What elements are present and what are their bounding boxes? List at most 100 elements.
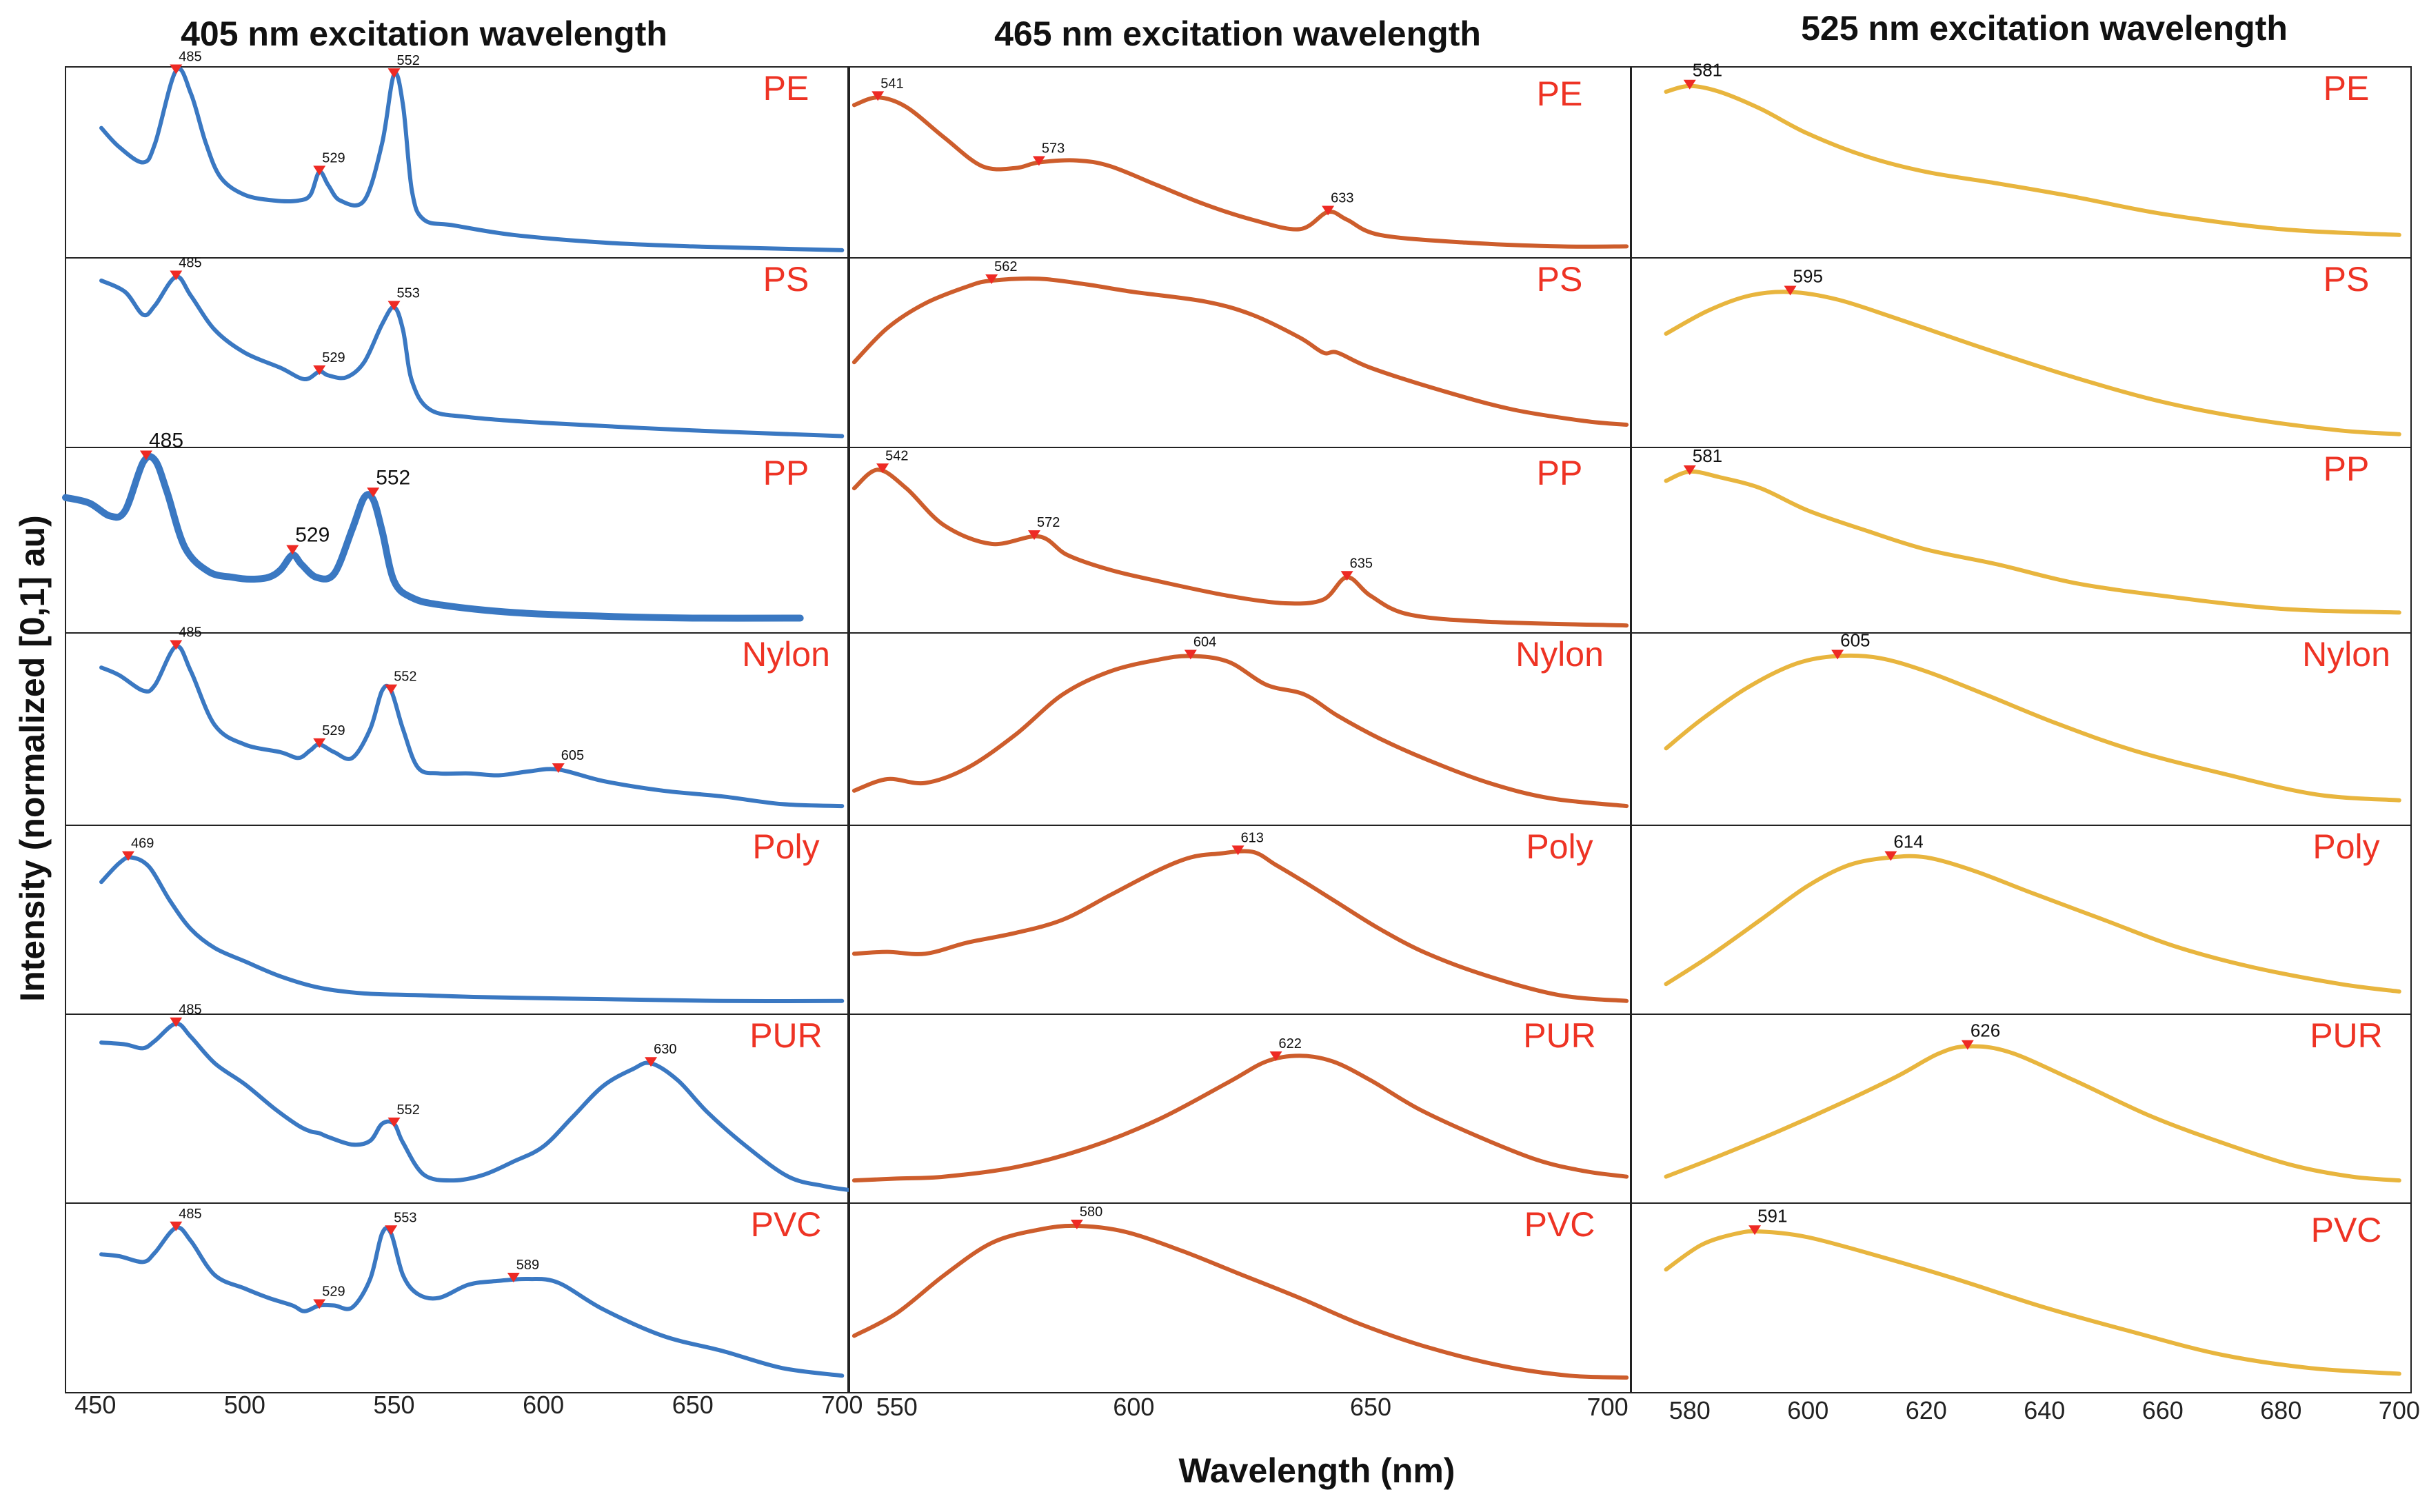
peak-marker [121,851,134,861]
panel-label-pvc: PVC [751,1205,822,1244]
x-tick-label: 600 [1787,1396,1828,1424]
peak-marker [170,1221,183,1231]
panel-pvc: 580 PVC [849,1202,1632,1393]
panel-label-nylon: Nylon [2302,635,2390,674]
peak-marker [1032,156,1045,166]
column-525-nm-excitation-wavelength: 581 PE 595 PS 581 PP 605 Nylon 614 Poly 626 PUR 591 P… [1630,60,2420,1424]
peak-label: 542 [885,448,908,463]
x-tick-label: 600 [1113,1393,1154,1421]
peak-label: 614 [1893,831,1923,852]
peak-label: 552 [376,466,410,489]
column-title-465: 465 nm excitation wavelength [994,14,1481,53]
peak-marker [1961,1040,1974,1050]
peak-label: 485 [179,256,201,271]
x-tick-label: 550 [876,1393,918,1421]
y-axis-label: Intensity (normalized [0,1] au) [13,515,52,1002]
peak-label: 553 [397,286,420,301]
x-tick-label: 700 [1587,1393,1629,1421]
panel-label-pp: PP [763,454,809,492]
spectrum-line-ps [1664,290,2401,436]
peak-marker [552,763,565,774]
spectrum-line-nylon [1664,653,2401,803]
peak-marker [507,1273,520,1282]
panel-label-pp: PP [2324,450,2370,488]
x-tick-label: 620 [1906,1396,1947,1424]
peak-marker [313,365,326,375]
peak-label: 553 [394,1210,416,1225]
spectrum-line-pp [1664,469,2401,615]
peak-label: 485 [149,429,183,452]
spectrum-line-pvc [99,1225,845,1378]
peak-marker [1884,851,1897,861]
peak-label: 633 [1331,191,1353,206]
peak-marker [1784,285,1797,296]
spectrum-line-pp [851,467,1629,628]
x-tick-label: 660 [2142,1396,2184,1424]
peak-label: 604 [1193,634,1216,649]
peak-label: 630 [654,1042,676,1057]
column-405-nm-excitation-wavelength: 485 529 552 PE 485 529 553 PS 485 529 552 PP 485 529 5… [62,50,863,1419]
peak-label: 605 [1840,629,1870,650]
panel-label-nylon: Nylon [742,635,830,674]
peak-label: 580 [1080,1204,1102,1220]
peak-marker [1340,571,1353,581]
peak-marker [876,463,889,474]
peak-label: 529 [295,524,330,547]
column-465-nm-excitation-wavelength: 541 573 633 PE 562 PS 542 572 635 PP 604 Nylon 613 Po… [849,66,1632,1421]
peak-label: 595 [1793,266,1823,287]
spectrum-line-poly [99,855,845,1004]
panel-pur: 485 552 630 PUR [65,1002,850,1204]
peak-marker [286,545,299,555]
panel-pp: 581 PP [1630,445,2412,634]
peak-label: 562 [994,259,1017,274]
peak-label: 581 [1693,60,1722,81]
spectrum-line-nylon [99,644,845,809]
peak-marker [1028,530,1041,541]
peak-marker [1184,649,1197,660]
peak-label: 552 [397,1102,420,1118]
peak-marker [985,274,998,284]
peak-label: 485 [179,1207,201,1222]
peak-marker [367,487,380,498]
peak-label: 552 [394,669,416,685]
peak-label: 572 [1037,515,1060,530]
peak-marker [170,64,183,74]
panel-label-poly: Poly [2312,827,2379,866]
peak-marker [1269,1051,1282,1062]
peak-label: 589 [516,1258,539,1273]
peak-label: 626 [1971,1020,2000,1041]
panel-label-ps: PS [763,260,809,299]
peak-marker [1748,1225,1762,1236]
peak-marker [313,165,326,176]
peak-marker [1070,1220,1083,1229]
peak-marker [1831,649,1844,660]
spectrum-line-poly [1664,854,2401,994]
peak-label: 529 [322,1284,345,1300]
peak-marker [1231,845,1244,856]
x-axis-label: Wavelength (nm) [1179,1451,1455,1490]
panel-label-pur: PUR [2310,1016,2383,1055]
x-tick-label: 640 [2024,1396,2065,1424]
x-tick-label: 500 [224,1391,265,1419]
peak-label: 529 [322,150,345,165]
peak-label: 635 [1350,556,1373,571]
x-tick-label: 700 [2379,1396,2420,1424]
spectrum-line-pe [99,66,845,252]
spectrum-line-pe [1664,83,2401,237]
peak-marker [170,270,183,281]
panel-label-pvc: PVC [1524,1205,1595,1244]
peak-marker [313,1299,326,1309]
spectrum-line-pvc [851,1223,1629,1380]
x-tick-label: 550 [373,1391,414,1419]
peak-label: 591 [1757,1205,1787,1226]
peak-marker [645,1057,658,1067]
x-tick-label: 650 [672,1391,714,1419]
panel-label-poly: Poly [752,827,819,866]
column-title-525: 525 nm excitation wavelength [1801,9,2288,48]
x-tick-label: 600 [523,1391,564,1419]
panel-label-pe: PE [1537,74,1583,113]
x-tick-label: 700 [821,1391,863,1419]
panel-label-pp: PP [1537,454,1583,492]
x-tick-label: 580 [1669,1396,1711,1424]
